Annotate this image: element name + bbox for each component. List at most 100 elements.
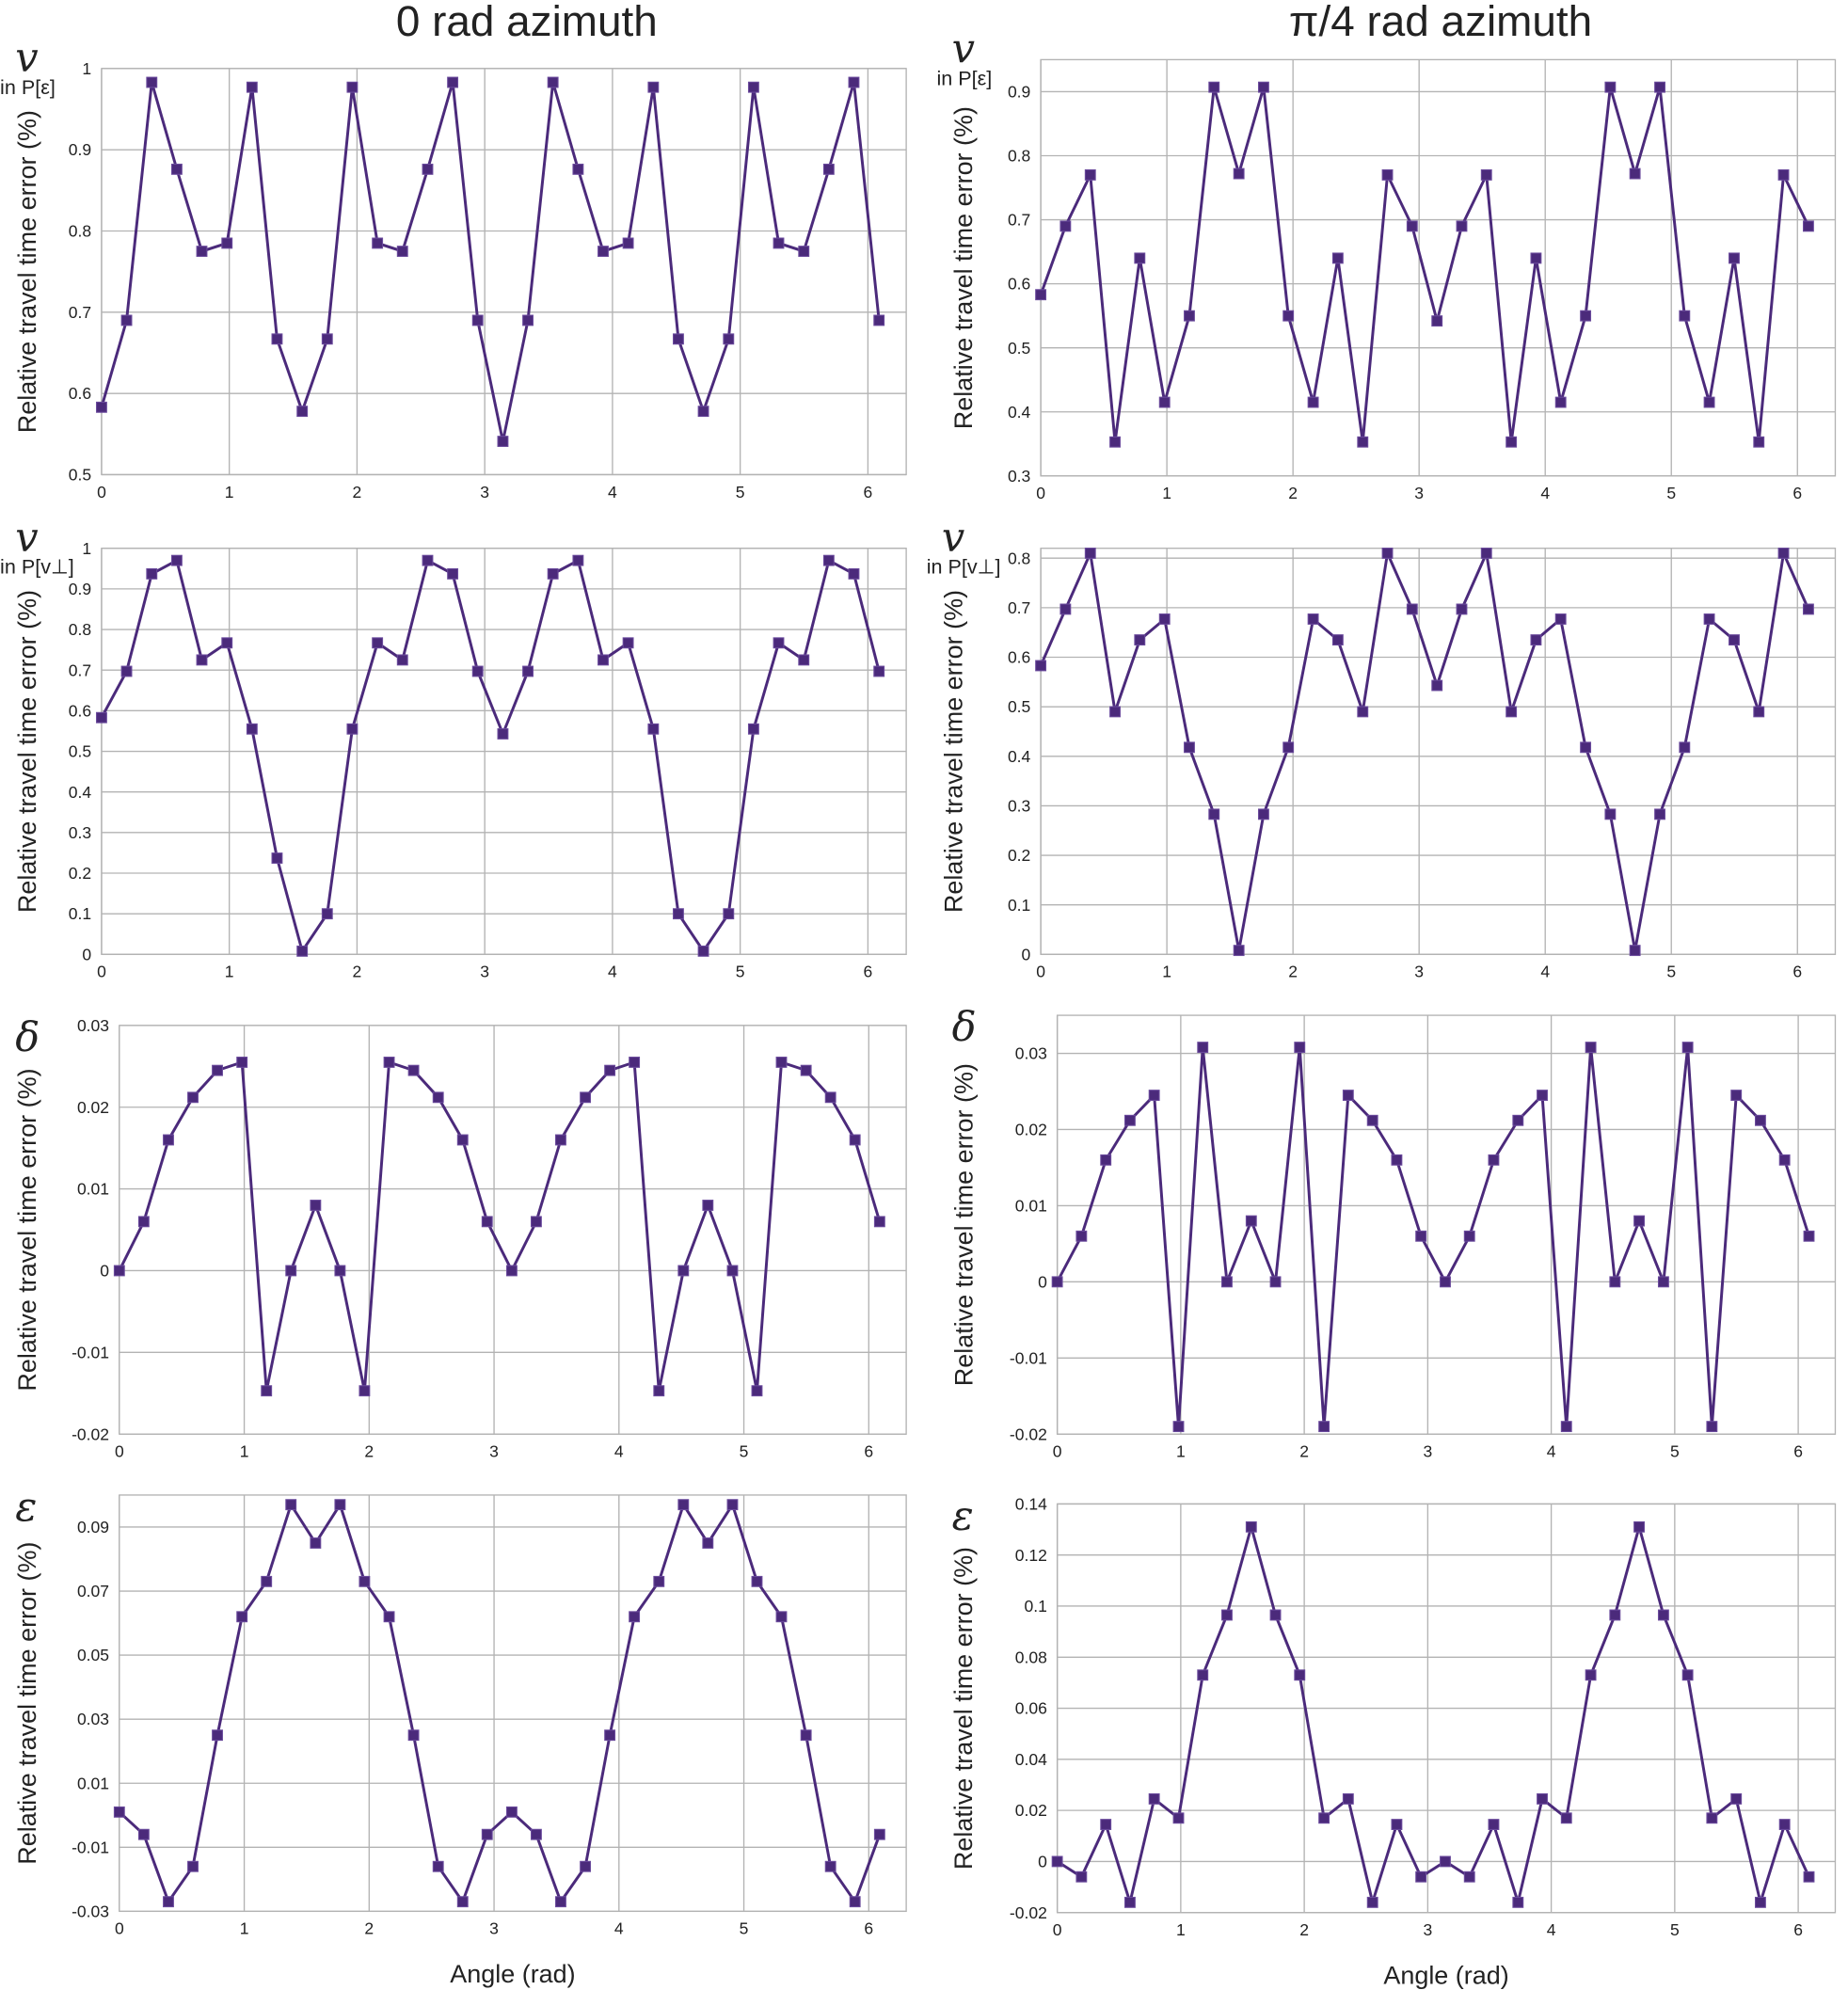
y-tick-label: 0.7 <box>69 661 91 679</box>
marker <box>1554 396 1567 408</box>
x-tick-label: 6 <box>1793 1920 1803 1939</box>
marker <box>580 1091 592 1104</box>
marker <box>702 1200 714 1211</box>
x-tick-label: 6 <box>1792 963 1802 981</box>
marker <box>1158 613 1171 625</box>
marker <box>163 1134 174 1146</box>
x-tick-label: 5 <box>740 1441 749 1460</box>
marker <box>1706 1812 1718 1824</box>
y-tick-label: 0.03 <box>1015 1044 1047 1063</box>
marker <box>1366 1896 1378 1908</box>
y-tick-label: 0.08 <box>1015 1648 1047 1666</box>
marker <box>1654 808 1665 820</box>
x-tick-label: 4 <box>1547 1441 1556 1460</box>
marker <box>246 723 258 735</box>
marker <box>1802 603 1814 615</box>
marker <box>321 333 333 345</box>
marker <box>1679 741 1691 754</box>
marker <box>1184 310 1195 322</box>
panel-label: δ <box>952 1004 977 1051</box>
marker <box>471 314 484 326</box>
marker <box>747 723 759 735</box>
marker <box>1463 1871 1475 1883</box>
marker <box>396 246 408 258</box>
panel-sublabel: in P[ε] <box>936 66 992 89</box>
panel-label: ε <box>15 1484 37 1531</box>
marker <box>1803 1871 1815 1883</box>
x-tick-label: 0 <box>115 1441 124 1460</box>
marker <box>1208 808 1220 820</box>
marker <box>447 567 459 580</box>
marker <box>1294 1042 1306 1054</box>
marker <box>1633 1215 1645 1227</box>
marker <box>1084 548 1096 559</box>
marker <box>873 665 885 677</box>
marker <box>196 654 208 666</box>
y-tick-label: 0.02 <box>1015 1801 1047 1820</box>
marker <box>1172 1421 1185 1433</box>
x-tick-label: 4 <box>614 1919 624 1938</box>
marker <box>1221 1276 1233 1288</box>
y-axis-title: Relative travel time error (%) <box>13 1542 41 1865</box>
y-tick-label: 0.3 <box>1008 796 1030 815</box>
y-tick-label: 0.7 <box>69 303 91 322</box>
x-tick-label: 3 <box>1423 1920 1432 1939</box>
marker <box>170 554 183 566</box>
marker <box>310 1537 322 1549</box>
marker <box>1059 603 1072 615</box>
x-tick-label: 1 <box>1176 1441 1186 1460</box>
marker <box>383 1057 395 1068</box>
marker <box>848 567 860 580</box>
marker <box>1560 1421 1572 1433</box>
y-tick-label: -0.01 <box>1010 1348 1047 1367</box>
chart: 0 0.1 0.2 0.3 0.4 0.5 0.6 0.7 0.8 0 1 2 3 4 5 6 Relative… <box>927 514 1837 981</box>
marker <box>849 1896 861 1908</box>
marker <box>1221 1609 1233 1621</box>
marker <box>120 314 133 326</box>
marker <box>1406 603 1418 615</box>
y-tick-label: 0.7 <box>1008 211 1030 230</box>
x-tick-label: 4 <box>608 963 617 981</box>
marker <box>1109 436 1121 448</box>
x-tick-label: 6 <box>864 963 873 981</box>
marker <box>137 1216 150 1228</box>
marker <box>1051 1855 1063 1868</box>
marker <box>1440 1276 1451 1288</box>
y-tick-label: 0.8 <box>1008 147 1030 166</box>
x-tick-label: 4 <box>1547 1920 1556 1939</box>
marker <box>358 1385 371 1397</box>
y-tick-label: 0.2 <box>1008 846 1030 865</box>
marker <box>1269 1276 1282 1288</box>
marker <box>96 401 107 413</box>
series-line <box>118 1059 882 1392</box>
marker <box>1777 168 1790 181</box>
marker <box>1730 1792 1743 1805</box>
y-tick-label: 0.09 <box>77 1518 109 1536</box>
y-tick-label: 0.01 <box>1015 1196 1047 1215</box>
marker <box>1512 1114 1524 1126</box>
y-tick-label: 0.9 <box>69 140 91 159</box>
x-tick-label: 0 <box>1036 963 1045 981</box>
x-tick-label: 4 <box>614 1441 624 1460</box>
y-tick-label: 0.12 <box>1015 1546 1047 1565</box>
marker <box>1233 167 1245 180</box>
x-tick-label: 5 <box>1666 963 1676 981</box>
marker <box>1357 436 1369 448</box>
marker <box>1703 613 1715 625</box>
marker <box>246 81 258 93</box>
marker <box>773 637 785 649</box>
marker <box>1681 1042 1694 1054</box>
marker <box>653 1385 665 1397</box>
y-tick-label: 0.1 <box>1024 1597 1046 1616</box>
marker <box>1777 548 1790 559</box>
marker <box>1480 548 1492 559</box>
chart: 0 0.1 0.2 0.3 0.4 0.5 0.6 0.7 0.8 0.9 1 0 1 2 3 4 5 6 Rela… <box>0 514 907 981</box>
marker <box>1307 396 1319 408</box>
y-tick-label: -0.02 <box>72 1425 109 1443</box>
panel-label: ε <box>952 1492 974 1539</box>
marker <box>1657 1609 1669 1621</box>
marker <box>456 1896 469 1908</box>
marker <box>530 1828 542 1840</box>
marker <box>597 246 609 258</box>
